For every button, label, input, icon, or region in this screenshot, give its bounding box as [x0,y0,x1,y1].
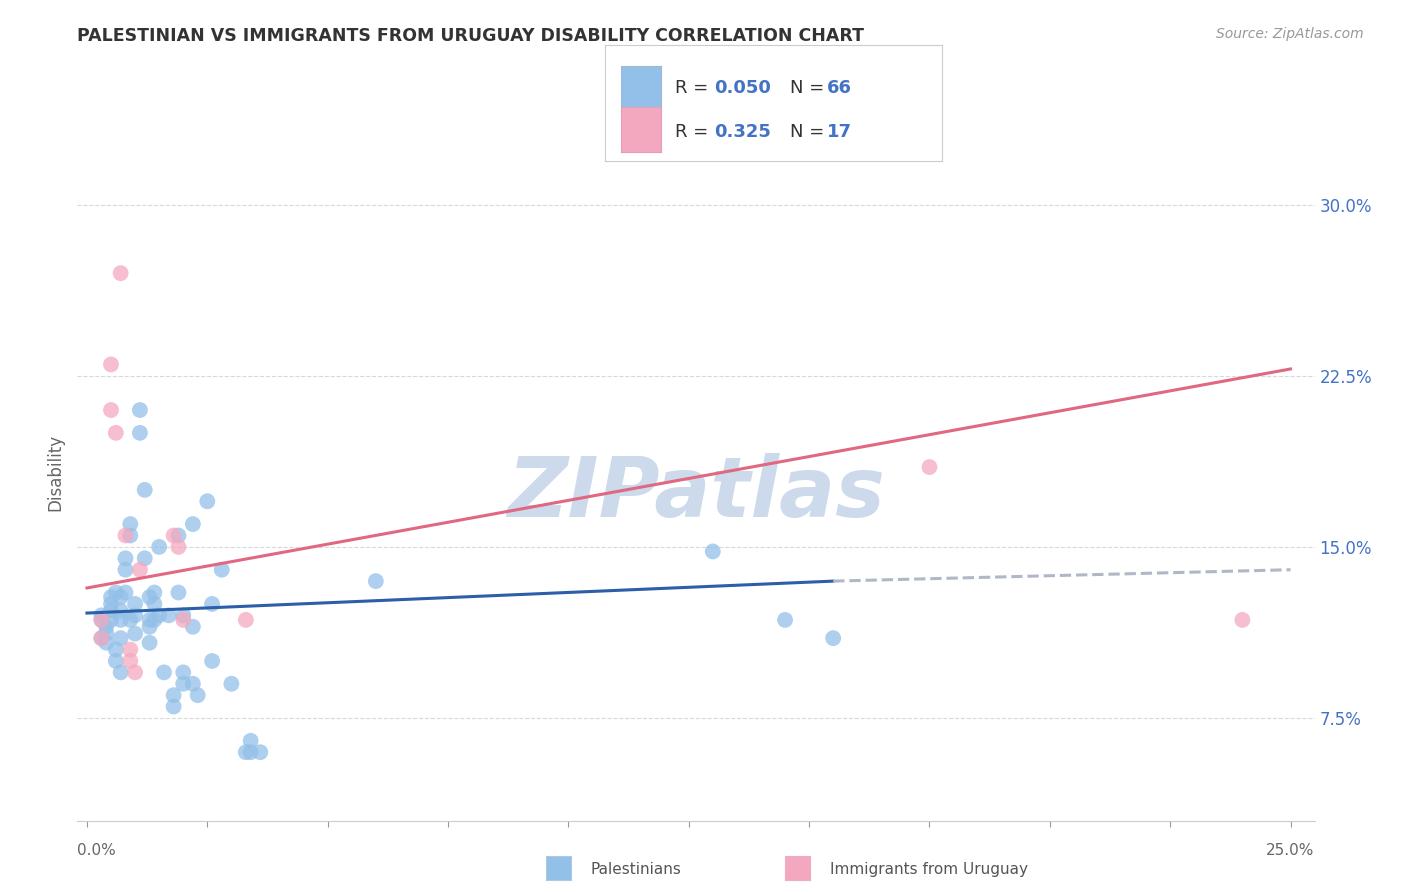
Point [195,494,218,508]
Point [134,483,156,497]
Point [110,590,132,604]
Point [172,613,194,627]
Point [249,745,271,759]
Point [100,403,122,417]
Point [162,688,184,702]
Point [114,585,136,599]
Text: Source: ZipAtlas.com: Source: ZipAtlas.com [1216,27,1364,41]
Point [129,425,152,440]
Point [124,626,146,640]
Point [124,665,146,680]
Point [823,631,845,645]
Point [235,745,257,759]
Point [120,642,142,657]
Text: 0.0%: 0.0% [77,843,117,858]
Point [110,665,132,680]
Point [138,636,160,650]
Point [114,551,136,566]
Point [114,528,136,542]
Point [138,613,160,627]
Point [120,528,142,542]
Point [110,631,132,645]
Text: R =: R = [675,79,714,97]
Point [918,460,941,475]
Point [172,608,194,623]
Point [181,517,204,532]
Point [129,403,152,417]
Point [90,608,112,623]
Point [124,597,146,611]
Point [148,608,170,623]
Point [702,544,724,558]
Point [100,613,122,627]
Point [104,585,127,599]
Point [1232,613,1254,627]
Point [120,613,142,627]
Point [120,517,142,532]
Point [143,585,166,599]
Point [201,654,224,668]
Text: Palestinians: Palestinians [591,863,682,877]
Point [221,677,243,691]
Point [100,597,122,611]
Point [104,642,127,657]
Text: 0.325: 0.325 [714,123,770,141]
Text: 66: 66 [827,79,852,97]
Point [162,699,184,714]
Point [96,636,118,650]
Text: Immigrants from Uruguay: Immigrants from Uruguay [830,863,1028,877]
Text: 17: 17 [827,123,852,141]
Point [239,745,262,759]
Point [100,590,122,604]
Point [110,266,132,280]
Point [167,585,190,599]
Point [143,597,166,611]
Point [134,551,156,566]
Point [201,597,224,611]
Point [148,540,170,554]
Point [114,563,136,577]
Point [96,626,118,640]
Point [143,613,166,627]
Point [90,613,112,627]
Text: ZIPatlas: ZIPatlas [508,453,884,534]
Point [138,620,160,634]
Point [90,631,112,645]
Point [181,620,204,634]
Point [211,563,233,577]
Point [153,665,176,680]
Text: N =: N = [790,79,830,97]
Point [167,528,190,542]
Point [239,733,262,747]
Point [157,608,180,623]
Point [773,613,796,627]
Y-axis label: Disability: Disability [46,434,65,511]
Point [187,688,209,702]
Point [235,613,257,627]
Point [90,631,112,645]
Point [181,677,204,691]
Point [110,604,132,618]
Text: R =: R = [675,123,720,141]
Point [167,540,190,554]
Point [172,677,194,691]
Text: PALESTINIAN VS IMMIGRANTS FROM URUGUAY DISABILITY CORRELATION CHART: PALESTINIAN VS IMMIGRANTS FROM URUGUAY D… [77,27,865,45]
Point [124,608,146,623]
Point [96,620,118,634]
Point [104,425,127,440]
Text: 0.050: 0.050 [714,79,770,97]
Point [100,604,122,618]
Point [90,613,112,627]
Point [120,654,142,668]
Point [100,358,122,372]
Text: N =: N = [790,123,830,141]
Point [129,563,152,577]
Point [110,613,132,627]
Point [162,528,184,542]
Point [172,665,194,680]
Point [364,574,387,588]
Point [104,654,127,668]
Point [138,590,160,604]
Text: 25.0%: 25.0% [1267,843,1315,858]
